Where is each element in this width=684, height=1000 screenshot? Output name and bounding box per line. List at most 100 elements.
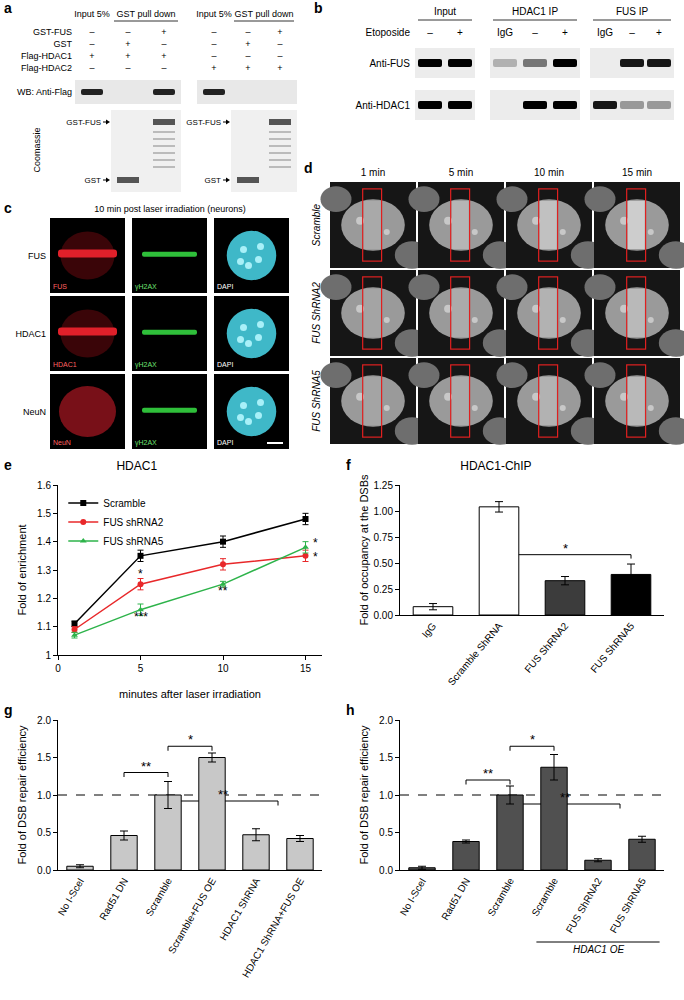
svg-text:+: + xyxy=(245,63,250,73)
svg-text:0.0: 0.0 xyxy=(379,865,393,876)
svg-text:***: *** xyxy=(134,610,148,624)
svg-text:Input: Input xyxy=(434,6,456,17)
svg-text:–: – xyxy=(125,27,130,37)
svg-text:–: – xyxy=(277,39,282,49)
svg-text:Scramble: Scramble xyxy=(103,498,146,509)
svg-text:d: d xyxy=(304,160,313,176)
svg-text:–: – xyxy=(89,63,94,73)
svg-text:HDAC1 ShRNA: HDAC1 ShRNA xyxy=(218,876,263,942)
svg-text:FUS ShRNA2: FUS ShRNA2 xyxy=(564,876,605,935)
svg-text:DAPI: DAPI xyxy=(217,283,233,290)
svg-text:–: – xyxy=(211,27,216,37)
svg-text:Rad51 DN: Rad51 DN xyxy=(439,876,472,922)
svg-text:FUS shRNA5: FUS shRNA5 xyxy=(103,536,163,547)
svg-text:GST-FUS: GST-FUS xyxy=(186,118,221,127)
svg-text:1: 1 xyxy=(45,650,51,661)
svg-text:FUS ShRNA2: FUS ShRNA2 xyxy=(522,620,570,675)
svg-text:GST-FUS: GST-FUS xyxy=(33,27,72,37)
svg-text:+: + xyxy=(125,51,130,61)
svg-text:10 min: 10 min xyxy=(534,167,564,178)
svg-text:FUS: FUS xyxy=(28,251,46,261)
svg-text:Scramble: Scramble xyxy=(311,203,322,246)
svg-text:5 min: 5 min xyxy=(449,167,473,178)
svg-text:+: + xyxy=(656,27,662,38)
svg-text:*: * xyxy=(188,732,193,747)
svg-text:γH2AX: γH2AX xyxy=(135,361,157,369)
svg-text:1.2: 1.2 xyxy=(37,593,51,604)
svg-text:2.0: 2.0 xyxy=(379,715,393,726)
svg-text:FUS: FUS xyxy=(53,283,67,290)
svg-text:2.0: 2.0 xyxy=(37,715,51,726)
svg-text:minutes after laser irradiatio: minutes after laser irradiation xyxy=(119,688,261,700)
svg-text:Scramble: Scramble xyxy=(529,876,560,918)
svg-text:*: * xyxy=(313,536,318,550)
svg-text:Fold of DSB repair efficiency: Fold of DSB repair efficiency xyxy=(16,725,28,865)
svg-text:–: – xyxy=(125,63,130,73)
svg-text:0: 0 xyxy=(55,663,61,674)
svg-text:–: – xyxy=(89,39,94,49)
svg-text:+: + xyxy=(277,27,282,37)
svg-text:*: * xyxy=(138,567,143,581)
svg-text:+: + xyxy=(211,63,216,73)
svg-text:FUS ShRNA5: FUS ShRNA5 xyxy=(588,620,636,675)
svg-text:GST-FUS: GST-FUS xyxy=(66,118,101,127)
svg-text:1.5: 1.5 xyxy=(37,752,51,763)
svg-text:HDAC1 OE: HDAC1 OE xyxy=(573,944,624,955)
svg-text:NeuN: NeuN xyxy=(23,407,46,417)
svg-text:0.00: 0.00 xyxy=(374,610,394,621)
svg-text:γH2AX: γH2AX xyxy=(135,283,157,291)
svg-text:1.3: 1.3 xyxy=(37,565,51,576)
svg-text:IgG: IgG xyxy=(597,27,613,38)
svg-text:+: + xyxy=(245,39,250,49)
svg-text:*: * xyxy=(530,732,535,747)
svg-text:1 min: 1 min xyxy=(361,167,385,178)
svg-text:HDAC1: HDAC1 xyxy=(15,329,46,339)
svg-text:**: ** xyxy=(483,766,493,781)
svg-text:–: – xyxy=(89,27,94,37)
svg-text:NeuN: NeuN xyxy=(53,439,71,446)
svg-text:1.0: 1.0 xyxy=(37,790,51,801)
svg-text:1.25: 1.25 xyxy=(374,480,394,491)
svg-text:0.5: 0.5 xyxy=(37,827,51,838)
svg-text:*: * xyxy=(563,541,568,556)
svg-text:1.4: 1.4 xyxy=(37,536,51,547)
svg-text:GST: GST xyxy=(205,176,222,185)
svg-text:DAPI: DAPI xyxy=(217,361,233,368)
svg-text:–: – xyxy=(211,51,216,61)
svg-text:a: a xyxy=(4,0,12,16)
svg-text:+: + xyxy=(457,27,463,38)
svg-text:–: – xyxy=(161,39,166,49)
svg-text:*: * xyxy=(313,550,318,564)
svg-text:1.5: 1.5 xyxy=(379,752,393,763)
svg-text:+: + xyxy=(89,51,94,61)
svg-text:Fold of occupancy at the DSBs: Fold of occupancy at the DSBs xyxy=(358,474,370,626)
svg-text:IgG: IgG xyxy=(420,620,439,640)
svg-text:+: + xyxy=(562,27,568,38)
svg-text:+: + xyxy=(161,27,166,37)
svg-text:–: – xyxy=(277,51,282,61)
svg-text:+: + xyxy=(161,51,166,61)
svg-text:–: – xyxy=(427,27,433,38)
svg-text:c: c xyxy=(4,200,12,216)
svg-text:–: – xyxy=(245,51,250,61)
svg-text:**: ** xyxy=(560,790,570,805)
svg-text:HDAC1-ChIP: HDAC1-ChIP xyxy=(460,459,531,473)
svg-text:WB: Anti-Flag: WB: Anti-Flag xyxy=(17,87,72,97)
svg-text:No I-SceI: No I-SceI xyxy=(56,876,86,918)
svg-text:1.6: 1.6 xyxy=(37,480,51,491)
svg-text:Scramble+FUS OE: Scramble+FUS OE xyxy=(166,876,218,956)
svg-text:Fold of enrichment: Fold of enrichment xyxy=(16,524,28,615)
svg-text:Anti-FUS: Anti-FUS xyxy=(369,58,410,69)
svg-text:+: + xyxy=(277,63,282,73)
svg-text:HDAC1 ShRNA+FUS OE: HDAC1 ShRNA+FUS OE xyxy=(240,876,306,980)
svg-text:Scramble: Scramble xyxy=(485,876,516,918)
svg-text:1.1: 1.1 xyxy=(37,621,51,632)
svg-text:Coomassie: Coomassie xyxy=(32,127,42,172)
svg-text:0.25: 0.25 xyxy=(374,584,394,595)
svg-text:–: – xyxy=(161,63,166,73)
svg-text:GST pull down: GST pull down xyxy=(117,9,176,19)
svg-text:Flag-HDAC1: Flag-HDAC1 xyxy=(21,51,72,61)
svg-text:Etoposide: Etoposide xyxy=(366,27,411,38)
svg-text:IgG: IgG xyxy=(497,27,513,38)
svg-text:GST: GST xyxy=(85,176,102,185)
